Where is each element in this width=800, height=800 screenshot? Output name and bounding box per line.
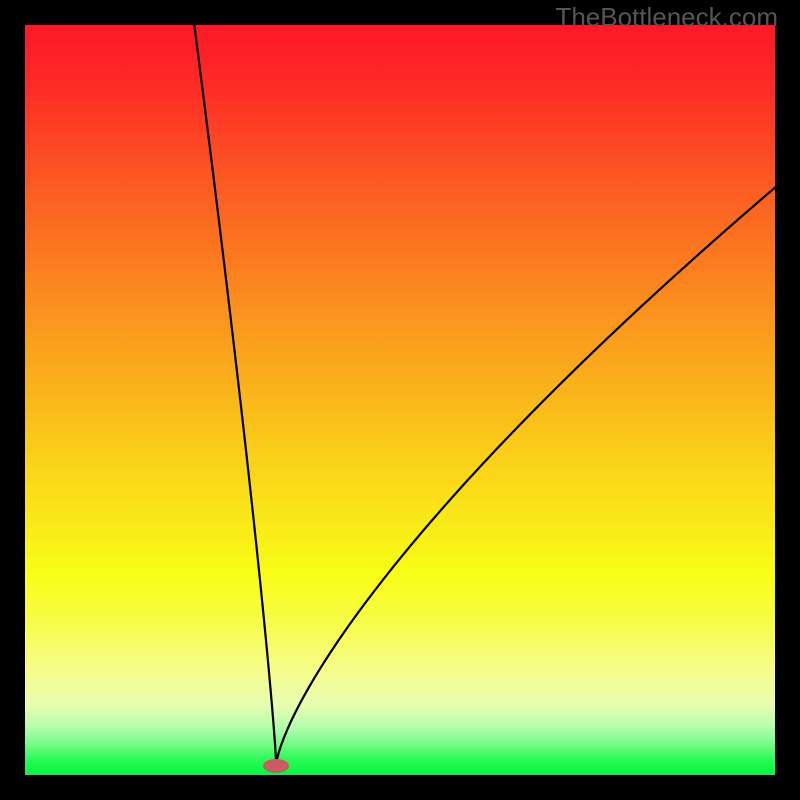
minimum-marker	[263, 759, 289, 773]
gradient-plot-area	[25, 25, 775, 775]
watermark-text: TheBottleneck.com	[555, 2, 778, 33]
chart-container: TheBottleneck.com	[0, 0, 800, 800]
chart-svg	[0, 0, 800, 800]
